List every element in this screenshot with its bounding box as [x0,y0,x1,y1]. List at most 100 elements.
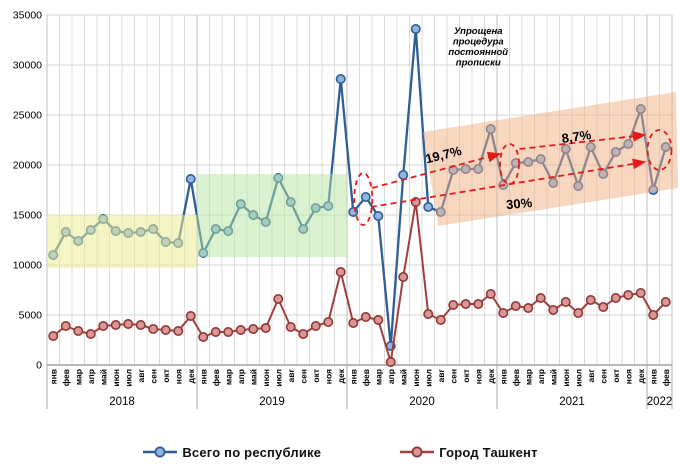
chart-legend: Всего по республике Город Ташкент [0,432,680,472]
legend-label-total: Всего по республике [182,444,322,460]
data-point [335,74,346,85]
x-month-label: июл [423,369,433,387]
x-month-label: окт [461,369,471,383]
plot-area: 0 5000 10000 15000 20000 25000 30000 35000 янв фе… [13,10,679,409]
data-point [485,288,496,299]
data-point [460,298,471,309]
data-point [523,302,534,313]
data-point [448,299,459,310]
y-axis-ticks: 0 5000 10000 15000 20000 25000 30000 35000 [13,10,42,372]
x-month-label: апр [386,369,396,384]
x-month-label: июл [123,369,133,387]
y-tick-label: 20000 [13,160,42,172]
data-point [160,324,171,335]
x-month-label: июн [111,369,121,387]
data-point [410,23,421,34]
x-month-label: сен [448,369,458,384]
data-point [248,323,259,334]
data-point [185,310,196,321]
data-point [398,271,409,282]
x-month-label: авг [286,369,296,383]
x-month-label: ноя [173,369,183,384]
x-month-label: июн [561,369,571,387]
y-tick-label: 0 [36,360,42,372]
x-month-label: фев [511,369,521,386]
x-month-label: янв [348,369,358,384]
series-tashkent [48,197,671,367]
data-point [573,307,584,318]
legend-marker-total-icon [143,446,178,458]
x-year-label: 2019 [259,396,285,408]
data-point [148,323,159,334]
data-point [610,292,621,303]
x-month-label: авг [586,369,596,383]
data-point [560,296,571,307]
data-point [323,316,334,327]
x-month-label: апр [536,369,546,384]
y-tick-label: 15000 [13,210,42,222]
highlight-bands [47,92,679,268]
x-month-label: июн [411,369,421,387]
data-point [210,326,221,337]
x-month-label: окт [161,369,171,383]
x-month-label: дек [636,368,646,383]
legend-item-total: Всего по республике [142,445,321,460]
x-month-label: фев [661,369,671,386]
data-point [285,321,296,332]
data-point [110,319,121,330]
y-tick-label: 10000 [13,260,42,272]
data-point [98,320,109,331]
data-point [398,170,409,181]
x-month-label: апр [86,369,96,384]
x-month-label: дек [336,368,346,383]
data-point [273,293,284,304]
percent-label: 30% [505,195,533,212]
data-point [60,320,71,331]
x-month-label: янв [498,369,508,384]
data-point [473,298,484,309]
legend-marker-tashkent-icon [400,446,435,458]
x-month-label: дек [486,368,496,383]
data-point [623,289,634,300]
band-2019 [197,174,347,257]
y-tick-label: 35000 [13,10,42,22]
data-point [123,318,134,329]
x-month-label: сен [148,369,158,384]
x-month-label: ноя [473,369,483,384]
x-month-label: июл [273,369,283,387]
x-year-label: 2020 [409,396,435,408]
data-point [435,314,446,325]
x-month-label: янв [48,369,58,384]
data-point [385,356,396,367]
data-point [335,266,346,277]
x-month-label: май [248,369,258,385]
x-axis-labels: янв фев мар апр май июн июл авг сен окт ноя дек янв ф… [46,365,673,409]
data-point [360,311,371,322]
data-point [635,287,646,298]
x-month-label: фев [361,369,371,386]
data-point [185,174,196,185]
x-year-label: 2022 [647,396,673,408]
percent-label: 8,7% [561,127,593,146]
trend-arrow [370,158,647,208]
x-month-label: мар [223,369,233,385]
data-point [235,324,246,335]
x-month-label: май [98,369,108,385]
data-point [548,304,559,315]
data-point [298,328,309,339]
data-point [373,314,384,325]
annotations: 19,7%8,7%30%Упрощена процедура постоянной п… [353,26,673,226]
x-month-label: сен [298,369,308,384]
x-month-label: авг [136,369,146,383]
x-month-label: дек [186,368,196,383]
x-month-label: мар [73,369,83,385]
x-year-label: 2021 [559,396,585,408]
trend-arrow [519,130,647,150]
data-point [585,294,596,305]
x-month-label: июл [573,369,583,387]
x-month-label: фев [61,369,71,386]
data-point [348,207,359,218]
legend-item-tashkent: Город Ташкент [399,445,537,460]
